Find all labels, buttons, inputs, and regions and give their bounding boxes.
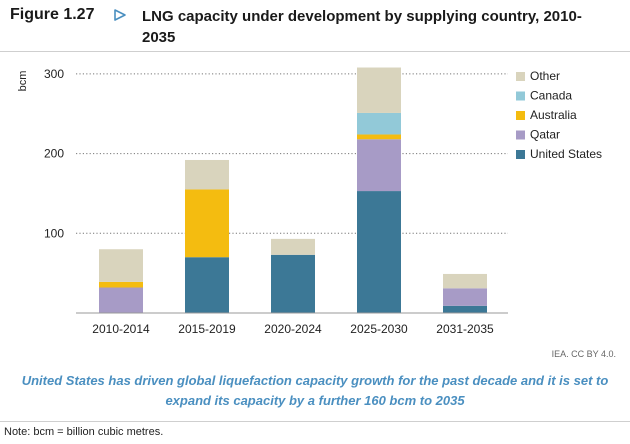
- bar-qatar-2031-2035: [443, 288, 487, 306]
- legend-label-other: Other: [530, 69, 560, 83]
- legend-swatch-united-states: [516, 150, 525, 159]
- footer-divider: [0, 421, 630, 422]
- bar-other-2025-2030: [357, 67, 401, 113]
- header-divider: [0, 51, 630, 52]
- y-tick-label: 200: [44, 147, 64, 161]
- legend-swatch-canada: [516, 91, 525, 101]
- legend-label-united-states: United States: [530, 147, 602, 161]
- figure-title: LNG capacity under development by supply…: [142, 8, 582, 46]
- bar-united-states-2020-2024: [271, 254, 315, 313]
- y-tick-label: 300: [44, 67, 64, 81]
- bar-other-2010-2014: [99, 249, 143, 282]
- triangle-arrow-icon: [114, 9, 126, 21]
- bar-united-states-2015-2019: [185, 257, 229, 313]
- grid-lines: [76, 73, 508, 234]
- x-tick-label: 2015-2019: [178, 322, 236, 336]
- footnote: Note: bcm = billion cubic metres.: [4, 426, 164, 438]
- source-credit: IEA. CC BY 4.0.: [551, 349, 616, 359]
- bar-qatar-2010-2014: [99, 287, 143, 313]
- bar-series: [99, 67, 487, 313]
- bar-qatar-2025-2030: [357, 139, 401, 192]
- x-tick-label: 2020-2024: [264, 322, 322, 336]
- x-tick-label: 2025-2030: [350, 322, 408, 336]
- legend-swatch-other: [516, 72, 525, 81]
- legend: Other Canada Australia Qatar United States: [516, 69, 602, 161]
- x-tick-label: 2031-2035: [436, 322, 494, 336]
- y-tick-label: 100: [44, 226, 64, 240]
- bar-canada-2025-2030: [357, 112, 401, 135]
- x-tick-label: 2010-2014: [92, 322, 150, 336]
- legend-swatch-australia: [516, 111, 525, 120]
- figure-caption: United States has driven global liquefac…: [21, 373, 609, 408]
- bar-united-states-2031-2035: [443, 305, 487, 313]
- bar-united-states-2025-2030: [357, 191, 401, 313]
- legend-label-canada: Canada: [530, 89, 572, 103]
- legend-label-qatar: Qatar: [530, 128, 560, 142]
- bar-other-2031-2035: [443, 273, 487, 289]
- axes: bcm 100 200 300 2010-2014 2015-2019 2020-2024 2…: [17, 67, 508, 336]
- bar-australia-2015-2019: [185, 189, 229, 258]
- bar-other-2015-2019: [185, 159, 229, 190]
- y-axis-label: bcm: [17, 71, 29, 92]
- stacked-bar-chart: bcm 100 200 300 2010-2014 2015-2019 2020-2024 2…: [17, 67, 602, 336]
- bar-australia-2010-2014: [99, 281, 143, 288]
- bar-other-2020-2024: [271, 238, 315, 255]
- legend-swatch-qatar: [516, 130, 525, 140]
- bar-australia-2025-2030: [357, 134, 401, 140]
- figure-label: Figure 1.27: [10, 6, 95, 23]
- legend-label-australia: Australia: [530, 108, 577, 122]
